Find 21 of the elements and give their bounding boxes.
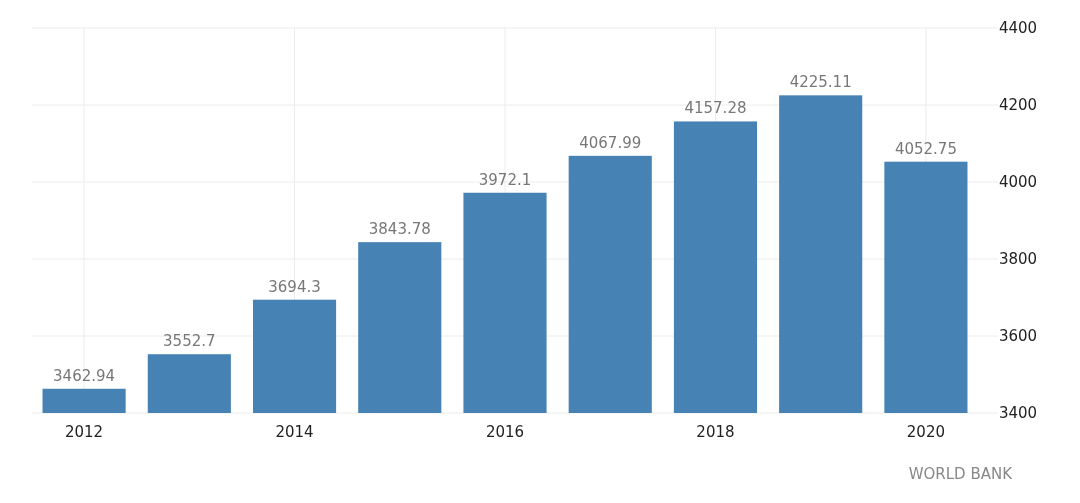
data-label: 4157.28 xyxy=(684,99,747,118)
data-label: 4225.11 xyxy=(789,73,852,92)
x-tick-label: 2016 xyxy=(485,423,525,441)
y-tick-label: 4000 xyxy=(998,173,1038,191)
data-label: 3462.94 xyxy=(53,366,116,385)
data-label: 3694.3 xyxy=(268,277,321,296)
x-tick-label: 2018 xyxy=(696,423,735,441)
y-tick-label: 4400 xyxy=(998,19,1038,37)
data-label: 4067.99 xyxy=(579,133,642,152)
data-label: 4052.75 xyxy=(894,139,957,158)
x-tick-label: 2014 xyxy=(275,423,314,441)
text: WORLD BANK xyxy=(908,465,1014,483)
y-tick-label: 4200 xyxy=(998,96,1038,114)
data-label: 3972.1 xyxy=(478,170,532,189)
data-label: 3843.78 xyxy=(368,220,431,239)
y-tick-label: 3800 xyxy=(998,250,1038,268)
x-tick-label: 2020 xyxy=(906,423,946,441)
data-label: 3552.7 xyxy=(163,332,216,351)
y-tick-label: 3600 xyxy=(998,327,1038,345)
y-tick-label: 3400 xyxy=(998,404,1038,422)
x-tick-label: 2012 xyxy=(64,423,104,441)
